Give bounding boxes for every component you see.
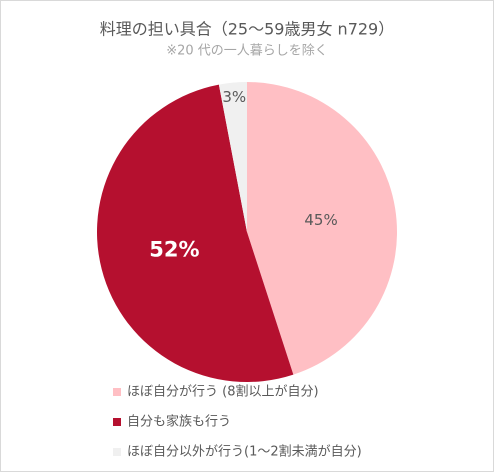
chart-subtitle: ※20 代の一人暮らしを除く — [166, 44, 328, 59]
legend-swatch — [113, 448, 121, 456]
legend-label: ほぼ自分以外が行う(1～2割未満が自分) — [127, 444, 362, 460]
legend-label: ほぼ自分が行う (8割以上が自分) — [127, 384, 319, 400]
pie-slice — [218, 82, 247, 232]
legend-swatch — [113, 418, 121, 426]
pie-slice — [247, 82, 398, 375]
data-label: 52% — [149, 238, 199, 262]
data-label: 3% — [222, 88, 246, 106]
pie-slice — [97, 84, 294, 382]
legend-label: 自分も家族も行う — [127, 414, 231, 430]
legend-swatch — [113, 388, 121, 396]
data-label: 45% — [304, 211, 337, 229]
chart-title: 料理の担い具合（25～59歳男女 n729） — [100, 20, 395, 39]
